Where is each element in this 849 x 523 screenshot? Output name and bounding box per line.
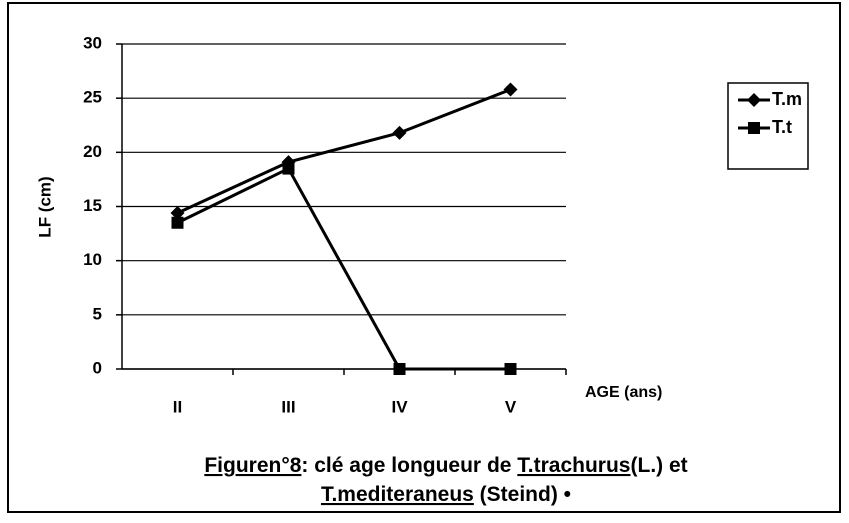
- caption: Figuren°8: clé age longueur de T.trachur…: [204, 454, 687, 477]
- caption-part: T.mediteraneus: [321, 483, 474, 506]
- series-line: [176, 166, 511, 371]
- legend-label: T.t: [772, 117, 792, 137]
- data-point: [393, 363, 406, 375]
- caption-part: (Steind) •: [474, 483, 571, 506]
- y-tick-label: 15: [83, 196, 102, 215]
- y-tick-label: 20: [83, 142, 102, 161]
- data-point: [392, 125, 407, 140]
- y-tick-label: 30: [83, 33, 102, 52]
- caption-part: T.trachurus: [517, 454, 630, 477]
- caption-part: Figuren°8: [204, 454, 301, 477]
- frame: [7, 2, 841, 513]
- legend-marker: [747, 93, 761, 107]
- data-point: [171, 216, 184, 229]
- legend-marker: [748, 122, 760, 134]
- y-tick-label: 25: [83, 88, 102, 107]
- x-tick-label: V: [505, 397, 517, 416]
- caption: T.mediteraneus (Steind) •: [321, 483, 571, 506]
- caption-part: : clé age longueur de: [301, 454, 517, 477]
- x-axis-label: AGE (ans): [585, 384, 662, 401]
- data-point: [282, 162, 295, 175]
- data-point: [504, 363, 517, 375]
- x-tick-label: III: [281, 397, 295, 416]
- series-line: [176, 88, 512, 215]
- x-tick-label: II: [173, 397, 182, 416]
- y-tick-label: 10: [83, 250, 102, 269]
- caption-part: (L.) et: [631, 454, 688, 477]
- y-tick-label: 0: [93, 358, 102, 377]
- y-tick-label: 5: [93, 304, 102, 323]
- legend-box: [727, 82, 809, 170]
- data-point: [503, 82, 518, 97]
- legend-label: T.m: [772, 89, 802, 109]
- y-axis-label: LF (cm): [35, 176, 54, 237]
- x-tick-label: IV: [391, 397, 408, 416]
- data-point: [170, 206, 185, 220]
